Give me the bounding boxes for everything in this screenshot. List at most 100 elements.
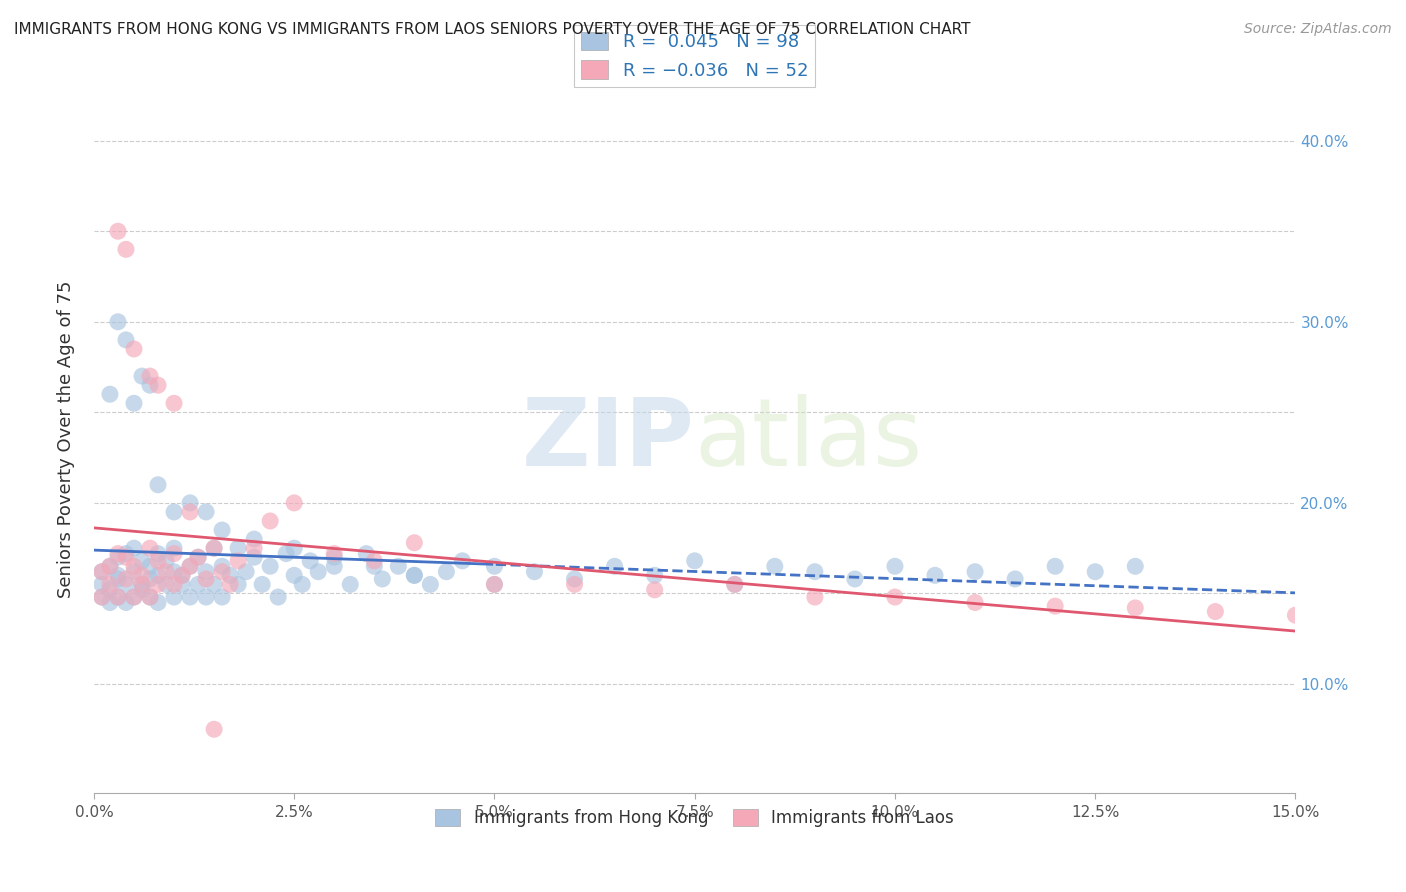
Point xyxy=(226,577,249,591)
Point xyxy=(115,333,138,347)
Point xyxy=(371,572,394,586)
Point xyxy=(404,535,426,549)
Point xyxy=(115,550,138,565)
Point xyxy=(363,554,385,568)
Point xyxy=(283,496,305,510)
Point xyxy=(226,554,249,568)
Point xyxy=(434,565,457,579)
Point xyxy=(163,547,186,561)
Text: atlas: atlas xyxy=(695,393,922,485)
Point xyxy=(187,550,209,565)
Point xyxy=(146,595,169,609)
Point xyxy=(339,577,361,591)
Text: Source: ZipAtlas.com: Source: ZipAtlas.com xyxy=(1244,22,1392,37)
Point xyxy=(98,559,121,574)
Point xyxy=(131,369,153,384)
Point xyxy=(724,577,747,591)
Point xyxy=(187,577,209,591)
Point xyxy=(122,396,145,410)
Point xyxy=(179,505,201,519)
Point xyxy=(226,541,249,556)
Point xyxy=(763,559,786,574)
Point xyxy=(211,590,233,604)
Point xyxy=(219,568,242,582)
Point xyxy=(307,565,329,579)
Point xyxy=(283,541,305,556)
Point xyxy=(146,554,169,568)
Point xyxy=(139,572,162,586)
Point xyxy=(1043,599,1066,614)
Point xyxy=(202,723,225,737)
Point xyxy=(884,559,907,574)
Point xyxy=(195,590,218,604)
Point xyxy=(163,590,186,604)
Point xyxy=(170,577,193,591)
Point xyxy=(163,541,186,556)
Point xyxy=(1204,605,1226,619)
Point xyxy=(146,477,169,491)
Point xyxy=(98,595,121,609)
Point xyxy=(155,577,177,591)
Point xyxy=(122,559,145,574)
Point xyxy=(179,496,201,510)
Point xyxy=(91,565,114,579)
Point xyxy=(259,514,281,528)
Point xyxy=(139,590,162,604)
Point xyxy=(884,590,907,604)
Point xyxy=(131,568,153,582)
Point xyxy=(195,572,218,586)
Point xyxy=(564,572,586,586)
Point xyxy=(91,590,114,604)
Point xyxy=(98,559,121,574)
Point xyxy=(115,547,138,561)
Point xyxy=(139,559,162,574)
Text: IMMIGRANTS FROM HONG KONG VS IMMIGRANTS FROM LAOS SENIORS POVERTY OVER THE AGE O: IMMIGRANTS FROM HONG KONG VS IMMIGRANTS … xyxy=(14,22,970,37)
Point xyxy=(131,554,153,568)
Point xyxy=(122,342,145,356)
Point xyxy=(115,243,138,257)
Point xyxy=(235,565,257,579)
Point xyxy=(1123,559,1146,574)
Point xyxy=(963,595,986,609)
Point xyxy=(523,565,546,579)
Point xyxy=(1004,572,1026,586)
Point xyxy=(603,559,626,574)
Point xyxy=(219,577,242,591)
Point xyxy=(243,550,266,565)
Point xyxy=(259,559,281,574)
Point xyxy=(139,590,162,604)
Point xyxy=(98,577,121,591)
Point xyxy=(179,559,201,574)
Point xyxy=(170,568,193,582)
Point xyxy=(299,554,322,568)
Point xyxy=(283,568,305,582)
Point xyxy=(170,568,193,582)
Point xyxy=(291,577,314,591)
Point xyxy=(163,565,186,579)
Point xyxy=(146,378,169,392)
Point xyxy=(211,565,233,579)
Point xyxy=(644,582,666,597)
Point xyxy=(1123,601,1146,615)
Point xyxy=(139,378,162,392)
Point xyxy=(131,577,153,591)
Point xyxy=(146,547,169,561)
Point xyxy=(91,577,114,591)
Point xyxy=(195,565,218,579)
Point xyxy=(107,568,129,582)
Y-axis label: Seniors Poverty Over the Age of 75: Seniors Poverty Over the Age of 75 xyxy=(58,281,75,599)
Point xyxy=(146,568,169,582)
Point xyxy=(131,577,153,591)
Point xyxy=(724,577,747,591)
Point xyxy=(107,547,129,561)
Point xyxy=(115,572,138,586)
Point xyxy=(91,590,114,604)
Point xyxy=(404,568,426,582)
Point xyxy=(195,505,218,519)
Point xyxy=(419,577,441,591)
Point xyxy=(356,547,378,561)
Point xyxy=(179,590,201,604)
Point xyxy=(564,577,586,591)
Point xyxy=(963,565,986,579)
Point xyxy=(155,554,177,568)
